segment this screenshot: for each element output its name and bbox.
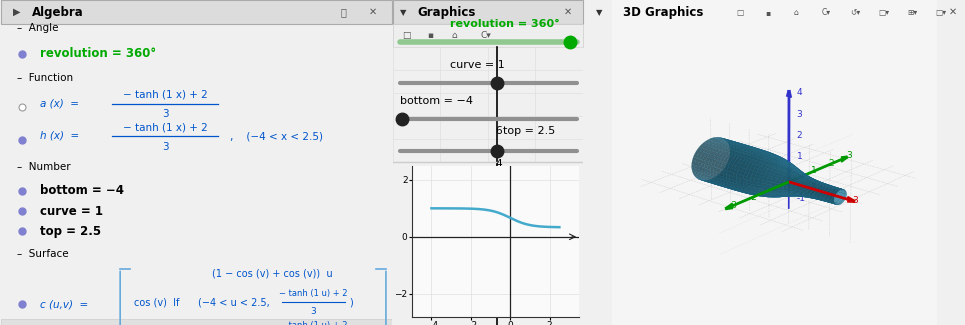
Text: revolution = 360°: revolution = 360° xyxy=(41,47,156,60)
Text: –  Surface: – Surface xyxy=(16,249,69,259)
Text: top = 2.5: top = 2.5 xyxy=(41,225,101,238)
Text: revolution = 360°: revolution = 360° xyxy=(450,20,560,29)
Text: –  Function: – Function xyxy=(16,73,72,83)
Text: 4: 4 xyxy=(495,159,502,169)
Text: 3D Graphics: 3D Graphics xyxy=(622,6,703,19)
Text: bottom = −4: bottom = −4 xyxy=(41,184,124,197)
Text: –  Number: – Number xyxy=(16,162,70,172)
Text: 3: 3 xyxy=(162,142,169,152)
Text: ,    (−4 < x < 2.5): , (−4 < x < 2.5) xyxy=(230,131,322,141)
Text: ⊞▾: ⊞▾ xyxy=(907,8,918,17)
Text: h (x)  =: h (x) = xyxy=(41,131,79,141)
Text: ▪: ▪ xyxy=(427,31,433,40)
Text: –  Angle: – Angle xyxy=(16,23,58,32)
Text: − tanh (1 u) + 2: − tanh (1 u) + 2 xyxy=(280,321,347,325)
Text: cos (v)  If: cos (v) If xyxy=(134,298,179,307)
Text: ✕: ✕ xyxy=(564,7,572,17)
Text: ↺▾: ↺▾ xyxy=(850,8,861,17)
Text: ): ) xyxy=(348,298,352,307)
Text: ⤢: ⤢ xyxy=(341,7,346,17)
Text: bottom = −4: bottom = −4 xyxy=(400,96,474,106)
Text: C▾: C▾ xyxy=(822,8,831,17)
Text: − tanh (1 u) + 2: − tanh (1 u) + 2 xyxy=(280,289,347,298)
Text: curve = 1: curve = 1 xyxy=(450,60,505,70)
Text: − tanh (1 x) + 2: − tanh (1 x) + 2 xyxy=(123,122,207,132)
Text: − tanh (1 x) + 2: − tanh (1 x) + 2 xyxy=(123,90,207,100)
Text: (−4 < u < 2.5,: (−4 < u < 2.5, xyxy=(199,298,270,307)
Text: ✕: ✕ xyxy=(949,7,957,17)
Bar xyxy=(1,319,392,325)
Text: top = 2.5: top = 2.5 xyxy=(503,126,555,136)
Text: curve = 1: curve = 1 xyxy=(41,204,103,217)
Bar xyxy=(1,0,392,24)
Text: a (x)  =: a (x) = xyxy=(41,98,79,108)
Text: 3: 3 xyxy=(162,109,169,119)
Text: 6: 6 xyxy=(495,126,502,136)
Text: ▪: ▪ xyxy=(765,8,770,17)
Text: □▾: □▾ xyxy=(936,8,947,17)
Text: ▶: ▶ xyxy=(13,7,20,17)
Text: Algebra: Algebra xyxy=(32,6,84,19)
Text: (1 − cos (v) + cos (v))  u: (1 − cos (v) + cos (v)) u xyxy=(212,268,333,279)
Text: ▼: ▼ xyxy=(400,8,407,17)
Text: □▾: □▾ xyxy=(879,8,890,17)
Text: □: □ xyxy=(402,31,411,40)
Text: C▾: C▾ xyxy=(481,31,491,40)
Text: 3: 3 xyxy=(311,306,317,316)
Text: ✕: ✕ xyxy=(369,7,376,17)
Text: ⌂: ⌂ xyxy=(452,31,457,40)
Text: Graphics: Graphics xyxy=(418,6,476,19)
Bar xyxy=(393,0,583,24)
Text: ⌂: ⌂ xyxy=(793,8,798,17)
Text: □: □ xyxy=(736,8,744,17)
Bar xyxy=(393,24,583,47)
Text: ▼: ▼ xyxy=(596,8,603,17)
Text: c (u,v)  =: c (u,v) = xyxy=(41,299,89,309)
